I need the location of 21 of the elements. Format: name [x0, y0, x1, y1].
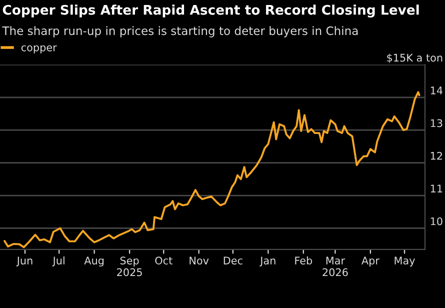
chart-subtitle: The sharp run-up in prices is starting to deter buyers in China [2, 26, 358, 38]
x-tick-label: Jan [260, 256, 276, 266]
x-tick-label: Aug [84, 256, 104, 267]
y-tick-label: 14 [430, 86, 442, 94]
x-tick-label: Apr [362, 256, 380, 267]
chart-title: Copper Slips After Rapid Ascent to Record Closing Level [2, 4, 419, 18]
x-tick-label: May [394, 256, 415, 267]
x-tick-label: Nov [190, 256, 209, 264]
y-tick-label: 13 [430, 119, 442, 128]
legend-label: copper [21, 45, 57, 54]
x-tick-label: Dec [224, 256, 242, 264]
x-tick-label: Oct [155, 256, 172, 264]
x-tick-label: Jun [16, 256, 32, 266]
x-tick-label: Jul [52, 256, 64, 266]
x-tick-label: Mar 2026 [322, 256, 348, 276]
y-tick-label: 12 [430, 152, 442, 160]
x-tick-label: Feb [295, 256, 312, 264]
x-tick-label: Sep 2025 [117, 256, 142, 276]
y-tick-label: 10 [430, 217, 442, 226]
y-tick-label: $15K a ton [387, 54, 442, 64]
y-tick-label: 11 [430, 184, 442, 192]
